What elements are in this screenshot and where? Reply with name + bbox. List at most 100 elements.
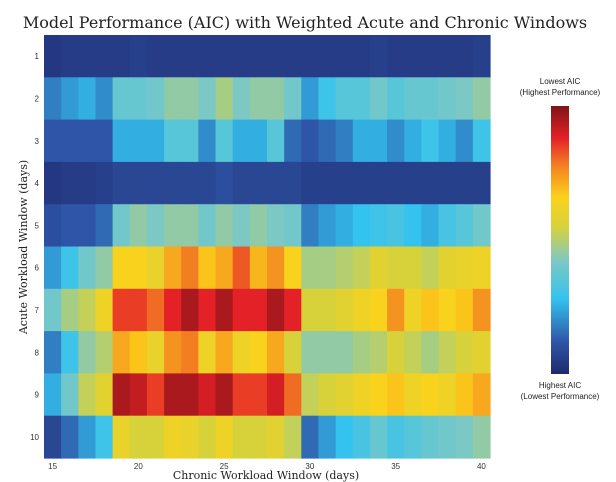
heatmap-cell: [146, 77, 165, 121]
heatmap-cell: [215, 331, 234, 374]
heatmap-cell: [44, 35, 62, 78]
heatmap-cell: [421, 373, 440, 417]
heatmap-cell: [387, 161, 405, 205]
heatmap-cell: [61, 161, 79, 205]
heatmap-cell: [472, 331, 491, 374]
heatmap-cell: [284, 35, 302, 78]
x-tick-label: 25: [220, 462, 229, 471]
heatmap-cell: [301, 119, 320, 163]
heatmap-cell: [404, 161, 422, 205]
heatmap-cell: [129, 331, 148, 374]
heatmap-cell: [112, 373, 131, 417]
heatmap-cell: [44, 204, 62, 248]
y-ticks: 1 2 3 4 5 6 7 8 9 10: [30, 52, 39, 442]
heatmap-cell: [146, 246, 165, 290]
heatmap-cell: [421, 288, 440, 332]
heatmap-cell: [198, 204, 217, 248]
heatmap-cell: [215, 204, 234, 248]
y-tick-label: 10: [30, 433, 39, 442]
heatmap-cell: [472, 246, 491, 290]
heatmap-cell: [267, 161, 285, 205]
x-tick-label: 35: [391, 462, 400, 471]
heatmap-cell: [369, 288, 388, 332]
heatmap-cell: [129, 204, 148, 248]
heatmap-cell: [78, 77, 97, 121]
y-tick-label: 9: [35, 391, 40, 400]
heatmap-cell: [215, 161, 234, 205]
heatmap-cell: [198, 161, 217, 205]
heatmap-cell: [44, 77, 62, 121]
heatmap-cell: [146, 119, 165, 163]
heatmap-cell: [249, 77, 268, 121]
heatmap-cell: [232, 373, 251, 417]
heatmap-cell: [95, 119, 114, 163]
heatmap-cell: [472, 119, 491, 163]
heatmap-cell: [335, 161, 354, 205]
heatmap-cell: [335, 119, 354, 163]
heatmap-cell: [249, 35, 268, 78]
heatmap-cell: [112, 331, 131, 374]
heatmap-cell: [146, 161, 165, 205]
heatmap-cell: [438, 204, 457, 248]
heatmap-cell: [455, 35, 474, 78]
heatmap-cell: [249, 204, 268, 248]
heatmap-cell: [472, 77, 491, 121]
heatmap-cell: [146, 331, 165, 374]
heatmap-cell: [215, 415, 234, 459]
heatmap-cell: [78, 119, 97, 163]
heatmap-cell: [455, 77, 474, 121]
heatmap-cell: [352, 161, 371, 205]
heatmap-cell: [181, 204, 199, 248]
heatmap-cell: [112, 204, 131, 248]
heatmap-cell: [404, 204, 422, 248]
heatmap-cells: [44, 35, 491, 459]
heatmap-cell: [146, 288, 165, 332]
heatmap-cell: [387, 331, 405, 374]
heatmap-cell: [284, 119, 302, 163]
heatmap-cell: [352, 373, 371, 417]
heatmap-cell: [369, 77, 388, 121]
heatmap-cell: [232, 331, 251, 374]
heatmap-cell: [267, 246, 285, 290]
colorbar-bottom-label-2: (Lowest Performance): [521, 392, 600, 401]
heatmap-cell: [421, 331, 440, 374]
heatmap-cell: [129, 161, 148, 205]
heatmap-cell: [164, 373, 182, 417]
colorbar-top-label-1: Lowest AIC: [540, 77, 581, 86]
y-tick-label: 2: [35, 94, 40, 103]
heatmap-cell: [352, 331, 371, 374]
heatmap-cell: [232, 35, 251, 78]
heatmap-cell: [404, 119, 422, 163]
heatmap-cell: [284, 373, 302, 417]
heatmap-cell: [318, 35, 337, 78]
heatmap-cell: [61, 119, 79, 163]
heatmap-cell: [284, 246, 302, 290]
heatmap-cell: [284, 331, 302, 374]
heatmap-cell: [267, 119, 285, 163]
heatmap-cell: [146, 35, 165, 78]
heatmap-cell: [198, 246, 217, 290]
heatmap-cell: [455, 204, 474, 248]
heatmap-cell: [318, 161, 337, 205]
heatmap-cell: [215, 246, 234, 290]
heatmap-cell: [318, 415, 337, 459]
heatmap-cell: [352, 35, 371, 78]
heatmap-cell: [455, 119, 474, 163]
heatmap-cell: [181, 161, 199, 205]
heatmap-cell: [181, 373, 199, 417]
heatmap-cell: [164, 35, 182, 78]
heatmap-cell: [335, 288, 354, 332]
heatmap-cell: [369, 204, 388, 248]
heatmap-cell: [198, 288, 217, 332]
heatmap-cell: [95, 246, 114, 290]
x-ticks: 15 20 25 30 35 40: [48, 462, 486, 471]
heatmap-cell: [78, 373, 97, 417]
heatmap-cell: [369, 246, 388, 290]
heatmap-cell: [249, 288, 268, 332]
heatmap-cell: [404, 288, 422, 332]
heatmap-cell: [404, 331, 422, 374]
heatmap-cell: [44, 331, 62, 374]
heatmap-cell: [267, 35, 285, 78]
heatmap-cell: [438, 77, 457, 121]
heatmap-cell: [455, 373, 474, 417]
